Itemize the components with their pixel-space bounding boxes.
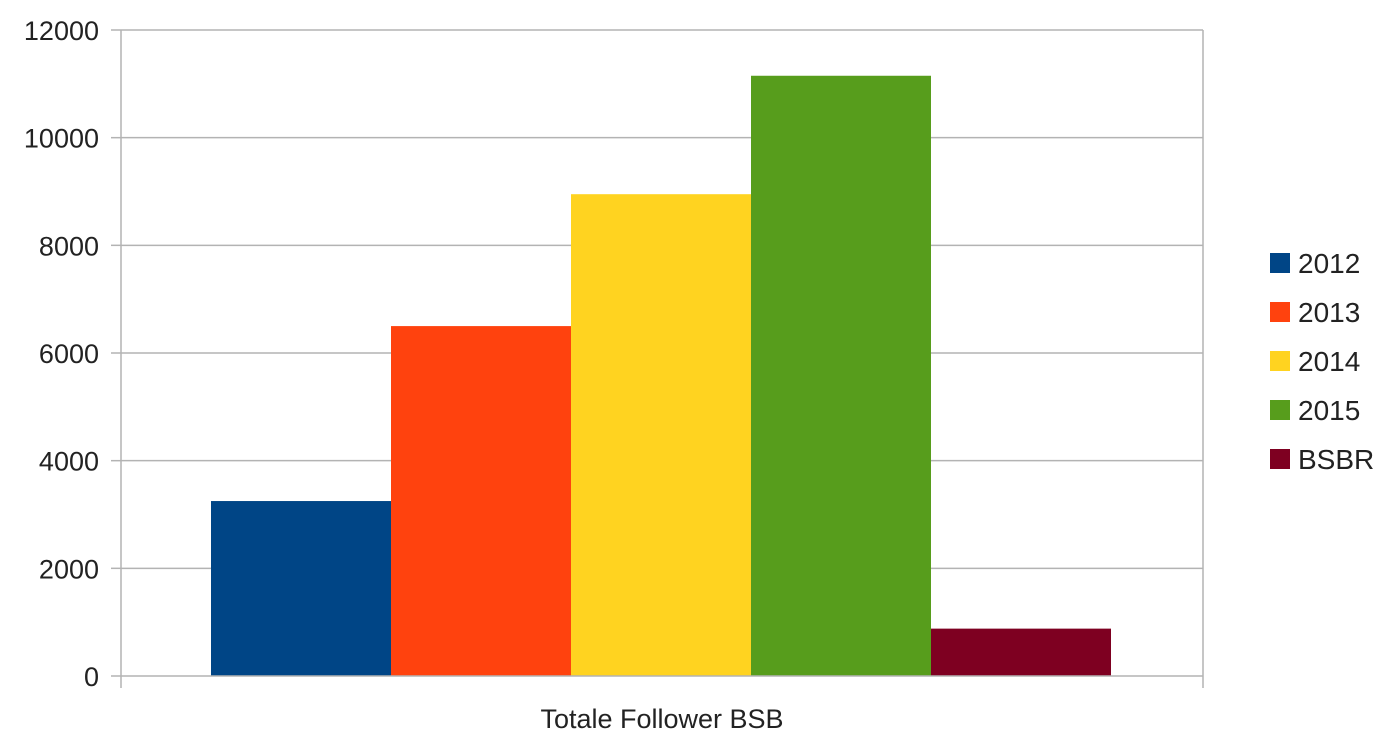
legend-item: 2014 <box>1270 346 1360 377</box>
legend-label: 2014 <box>1298 346 1360 377</box>
bar-2013 <box>391 326 571 676</box>
y-tick-label: 8000 <box>39 231 99 261</box>
legend-swatch <box>1270 400 1290 420</box>
legend: 2012 2013 2014 2015 BSBR <box>1270 248 1374 475</box>
legend-item: 2013 <box>1270 297 1360 328</box>
x-category-labels: Totale Follower BSB <box>540 704 783 734</box>
y-tick-label: 0 <box>84 662 99 692</box>
legend-label: BSBR <box>1298 444 1374 475</box>
legend-label: 2015 <box>1298 395 1360 426</box>
legend-swatch <box>1270 351 1290 371</box>
bar-bsbr <box>931 628 1111 676</box>
legend-label: 2013 <box>1298 297 1360 328</box>
y-tick-label: 6000 <box>39 339 99 369</box>
y-tick-label: 2000 <box>39 554 99 584</box>
legend-item: BSBR <box>1270 444 1374 475</box>
x-category-label: Totale Follower BSB <box>540 704 783 734</box>
y-tick-label: 10000 <box>24 124 99 154</box>
legend-swatch <box>1270 449 1290 469</box>
bar-2015 <box>751 75 931 677</box>
bars <box>211 75 1111 677</box>
y-tick-label: 12000 <box>24 16 99 46</box>
y-tick-label: 4000 <box>39 447 99 477</box>
bar-2012 <box>211 501 391 676</box>
bar-2014 <box>571 194 751 677</box>
legend-swatch <box>1270 253 1290 273</box>
legend-item: 2012 <box>1270 248 1360 279</box>
axes <box>111 29 1204 688</box>
legend-swatch <box>1270 302 1290 322</box>
legend-item: 2015 <box>1270 395 1360 426</box>
legend-label: 2012 <box>1298 248 1360 279</box>
y-tick-labels: 0 2000 4000 6000 8000 10000 12000 <box>24 16 99 692</box>
